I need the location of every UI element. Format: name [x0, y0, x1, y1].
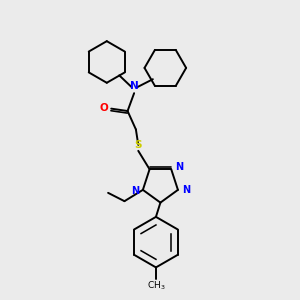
Text: CH$_3$: CH$_3$ — [147, 280, 165, 292]
Text: N: N — [182, 185, 190, 195]
Text: S: S — [134, 140, 141, 150]
Text: N: N — [175, 162, 183, 172]
Text: N: N — [131, 186, 139, 197]
Text: O: O — [100, 103, 108, 113]
Text: N: N — [130, 81, 139, 91]
